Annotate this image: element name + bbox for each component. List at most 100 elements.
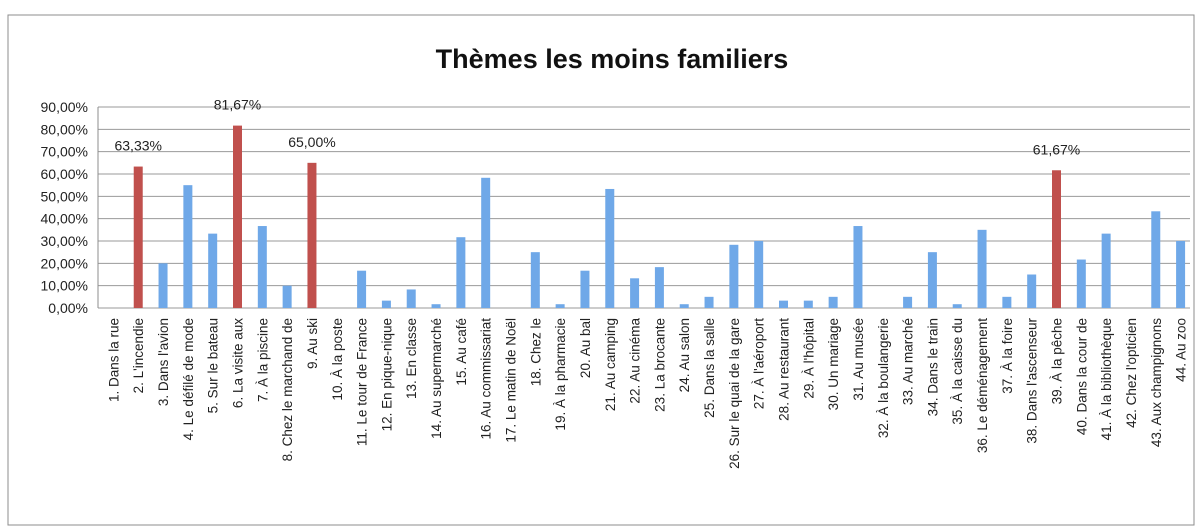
x-tick-label: 32. À la boulangerie — [876, 318, 891, 438]
bar — [555, 304, 565, 308]
data-label: 81,67% — [214, 97, 261, 113]
x-tick-label: 42. Chez l'opticien — [1124, 318, 1139, 428]
bar — [580, 270, 590, 308]
x-tick-label: 39. À la pêche — [1050, 318, 1065, 404]
x-tick-label: 5. Sur le bateau — [206, 318, 221, 413]
bar — [183, 185, 193, 308]
x-tick-label: 7. À la piscine — [255, 318, 270, 402]
x-tick-label: 15. Au café — [454, 318, 469, 386]
x-tick-label: 22. Au cinéma — [628, 318, 643, 404]
bar — [1151, 211, 1161, 308]
x-tick-label: 37. À la foire — [1000, 318, 1015, 394]
bar — [779, 300, 788, 308]
bar — [754, 241, 764, 308]
x-tick-label: 10. À la poste — [330, 318, 345, 401]
bar — [630, 278, 640, 308]
bar — [481, 177, 491, 308]
bar — [828, 296, 838, 308]
y-tick-label: 60,00% — [41, 166, 88, 182]
bar — [1101, 233, 1111, 308]
x-tick-label: 35. À la caisse du — [950, 318, 965, 425]
x-tick-label: 17. Le matin de Noël — [504, 318, 519, 443]
x-tick-label: 21. Au camping — [603, 318, 618, 411]
bar — [381, 300, 391, 308]
x-tick-label: 18. Chez le — [528, 318, 543, 386]
y-tick-label: 30,00% — [41, 233, 88, 249]
x-tick-label: 13. En classe — [404, 318, 419, 399]
x-tick-label: 12. En pique-nique — [379, 318, 394, 431]
bar — [357, 270, 367, 308]
x-tick-label: 40. Dans la cour de — [1074, 318, 1089, 435]
x-tick-label: 14. Au supermarché — [429, 318, 444, 439]
chart-border — [7, 14, 1195, 526]
x-tick-label: 26. Sur le quai de la gare — [727, 318, 742, 469]
bar — [654, 267, 664, 308]
bar — [431, 304, 441, 308]
x-tick-label: 3. Dans l'avion — [156, 318, 171, 406]
y-tick-label: 50,00% — [41, 188, 88, 204]
data-label: 61,67% — [1033, 141, 1080, 157]
x-tick-label: 2. L'incendie — [131, 318, 146, 393]
y-tick-label: 90,00% — [41, 99, 88, 115]
x-tick-label: 4. Le défilé de mode — [181, 318, 196, 440]
x-tick-label: 9. Au ski — [305, 318, 320, 369]
y-tick-label: 40,00% — [41, 211, 88, 227]
x-tick-label: 23. La brocante — [652, 318, 667, 412]
bar — [977, 229, 987, 308]
y-tick-label: 70,00% — [41, 144, 88, 160]
bar — [158, 263, 168, 308]
bar — [208, 233, 218, 308]
x-tick-label: 41. À la bibliothèque — [1099, 318, 1114, 440]
y-tick-label: 0,00% — [48, 300, 88, 316]
data-label: 63,33% — [114, 138, 161, 154]
x-tick-label: 16. Au commissariat — [479, 318, 494, 440]
bar — [605, 188, 615, 308]
x-tick-label: 20. Au bal — [578, 318, 593, 378]
bar — [903, 296, 913, 308]
bar — [704, 296, 714, 308]
bar — [803, 300, 813, 308]
bar — [406, 289, 416, 308]
y-tick-label: 10,00% — [41, 278, 88, 294]
x-tick-label: 1. Dans la rue — [106, 318, 121, 402]
x-tick-label: 19. À la pharmacie — [553, 318, 568, 431]
bar — [133, 166, 143, 308]
x-tick-label: 28. Au restaurant — [777, 318, 792, 421]
x-tick-label: 24. Au salon — [677, 318, 692, 392]
bar — [456, 237, 466, 308]
bar — [1076, 259, 1086, 308]
data-label: 65,00% — [288, 134, 335, 150]
bar — [729, 244, 739, 308]
bar — [233, 125, 242, 308]
bar — [679, 304, 689, 308]
x-tick-label: 31. Au musée — [851, 318, 866, 401]
x-tick-label: 38. Dans l'ascenseur — [1025, 318, 1040, 444]
bar — [257, 226, 267, 308]
chart-title: Thèmes les moins familiers — [436, 44, 789, 74]
x-tick-label: 6. La visite aux — [231, 318, 246, 408]
y-tick-label: 20,00% — [41, 255, 88, 271]
x-tick-label: 11. Le tour de France — [355, 318, 370, 446]
bar — [952, 304, 962, 308]
bar — [1002, 296, 1012, 308]
bar — [1052, 170, 1061, 308]
bar — [530, 252, 540, 308]
x-tick-label: 25. Dans la salle — [702, 318, 717, 418]
y-tick-label: 80,00% — [41, 121, 88, 137]
bar — [1176, 241, 1186, 308]
x-tick-label: 8. Chez le marchand de — [280, 318, 295, 461]
x-tick-label: 43. Aux champignons — [1149, 318, 1164, 447]
bar — [282, 285, 292, 308]
x-tick-label: 27. À l'aéroport — [752, 318, 767, 409]
bar — [927, 252, 937, 308]
x-tick-label: 30. Un mariage — [826, 318, 841, 410]
bar — [1027, 274, 1037, 308]
x-tick-label: 29. À l'hôpital — [801, 318, 816, 399]
bar — [853, 226, 863, 308]
x-tick-label: 44. Au zoo — [1174, 318, 1189, 382]
x-tick-label: 36. Le déménagement — [975, 318, 990, 453]
x-tick-label: 34. Dans le train — [925, 318, 940, 416]
bar — [307, 162, 317, 308]
